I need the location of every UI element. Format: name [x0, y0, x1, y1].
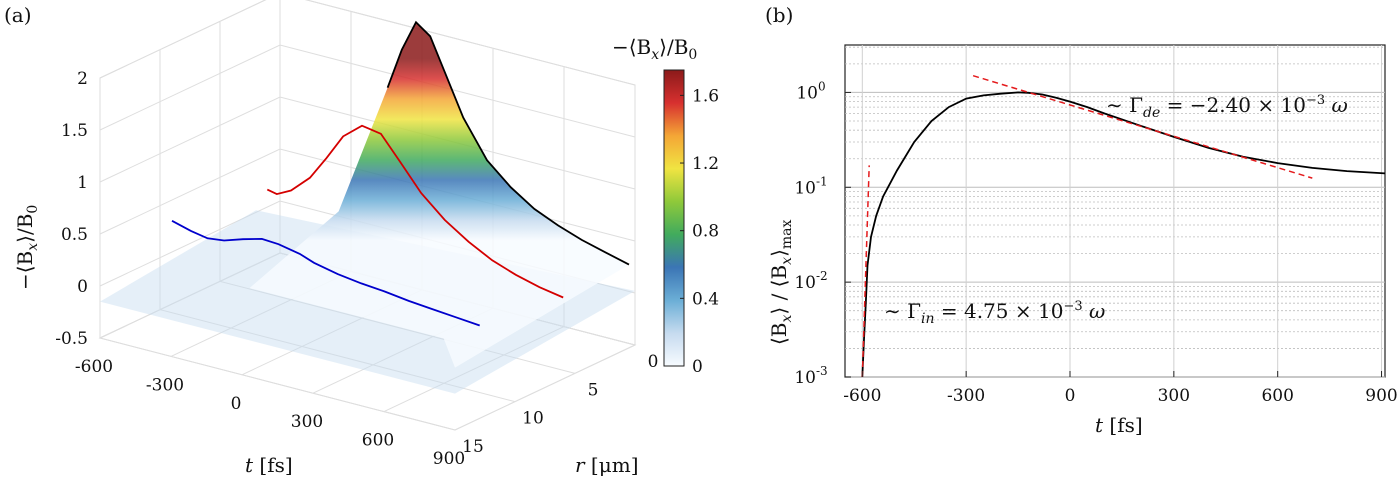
colorbar-tick-label: 1.2: [692, 154, 719, 174]
colorbar-label: −⟨Bx⟩/B0: [612, 35, 697, 63]
plot-grid: [845, 45, 1385, 378]
surface-curve-2: [171, 220, 480, 327]
x-tick-label: 600: [1261, 386, 1293, 406]
colorbar-tick-label: 1.6: [692, 86, 719, 106]
y-tick-label: 100: [796, 79, 825, 103]
annotation-gamma-in: ∼ Γin = 4.75 × 10−3 ω: [884, 299, 1105, 327]
surface: [100, 22, 635, 394]
r-tick-label: 15: [462, 437, 484, 457]
colorbar-tick-label: 0.8: [692, 222, 719, 242]
surface-curves: [171, 20, 630, 327]
r-tick-label: 0: [648, 352, 659, 372]
z-tick-label: 1.5: [61, 121, 88, 141]
x-axis-ticks: -600 -300 0 300 600 900: [843, 371, 1398, 406]
r-gridline: [159, 49, 516, 403]
colorbar-tick-label: 0.4: [692, 289, 719, 309]
y-axis-label: ⟨Bx⟩ / ⟨Bx⟩max: [767, 219, 795, 345]
annotation-gamma-de: ∼ Γde = −2.40 × 10−3 ω: [1106, 93, 1348, 121]
r-axis-ticks: 0 5 10 15: [462, 352, 658, 457]
series-0: [861, 91, 1386, 378]
plot-frame: [844, 44, 1386, 378]
panel-a-label: (a): [4, 3, 32, 27]
surface-curve-0: [386, 20, 630, 266]
colorbar-gradient: [663, 69, 685, 367]
z-gridline: [99, 44, 636, 138]
x-tick-label: 0: [1065, 386, 1076, 406]
z-axis-label: −⟨Bx⟩/B0: [13, 205, 41, 290]
colorbar: −⟨Bx⟩/B0 0 0.4 0.8 1.2 1.6: [612, 35, 719, 377]
t-tick-label: 300: [291, 412, 323, 432]
y-tick-label: 10-1: [794, 174, 827, 198]
r-tick-label: 5: [588, 380, 599, 400]
t-tick-label: 900: [433, 449, 465, 469]
surface-hump: [249, 22, 629, 368]
x-tick-label: -300: [947, 386, 985, 406]
z-tick-label: 0.5: [61, 225, 88, 245]
x-tick-label: -600: [843, 386, 881, 406]
t-tick-label: 600: [362, 431, 394, 451]
series-1: [861, 165, 870, 378]
t-axis-label: t [fs]: [245, 453, 293, 477]
x-tick-label: 900: [1365, 386, 1397, 406]
colorbar-tick-label: 0: [692, 357, 703, 377]
z-tick-label: -0.5: [55, 329, 88, 349]
r-tick-label: 10: [522, 409, 544, 429]
t-tick-label: 0: [231, 394, 242, 414]
line-plot: -600 -300 0 300 600 900 10-3 10-2 10-1 100 t [fs…: [767, 44, 1398, 437]
y-tick-label: 10-2: [794, 269, 827, 293]
surface-curve-1: [266, 124, 564, 299]
z-axis-ticks: -0.5 0 0.5 1 1.5 2: [55, 69, 88, 349]
colorbar-ticks: 0 0.4 0.8 1.2 1.6: [680, 86, 719, 377]
t-tick-label: -600: [75, 357, 113, 377]
t-tick-label: -300: [146, 375, 184, 395]
series-2: [972, 74, 1313, 179]
z-tick-label: 2: [77, 69, 88, 89]
y-axis-ticks: 10-3 10-2 10-1 100: [794, 79, 851, 388]
r-gridline: [99, 78, 456, 431]
y-tick-label: 10-3: [794, 364, 827, 388]
plot-series: [861, 74, 1386, 378]
r-axis-label: r [μm]: [575, 453, 639, 477]
z-gridline: [99, 0, 636, 86]
x-tick-label: 300: [1158, 386, 1190, 406]
z-tick-label: 0: [77, 277, 88, 297]
t-axis-ticks: -600 -300 0 300 600 900: [75, 357, 465, 469]
panel-b-label: (b): [765, 3, 793, 27]
x-axis-label: t [fs]: [1095, 413, 1143, 437]
z-tick-label: 1: [77, 173, 88, 193]
